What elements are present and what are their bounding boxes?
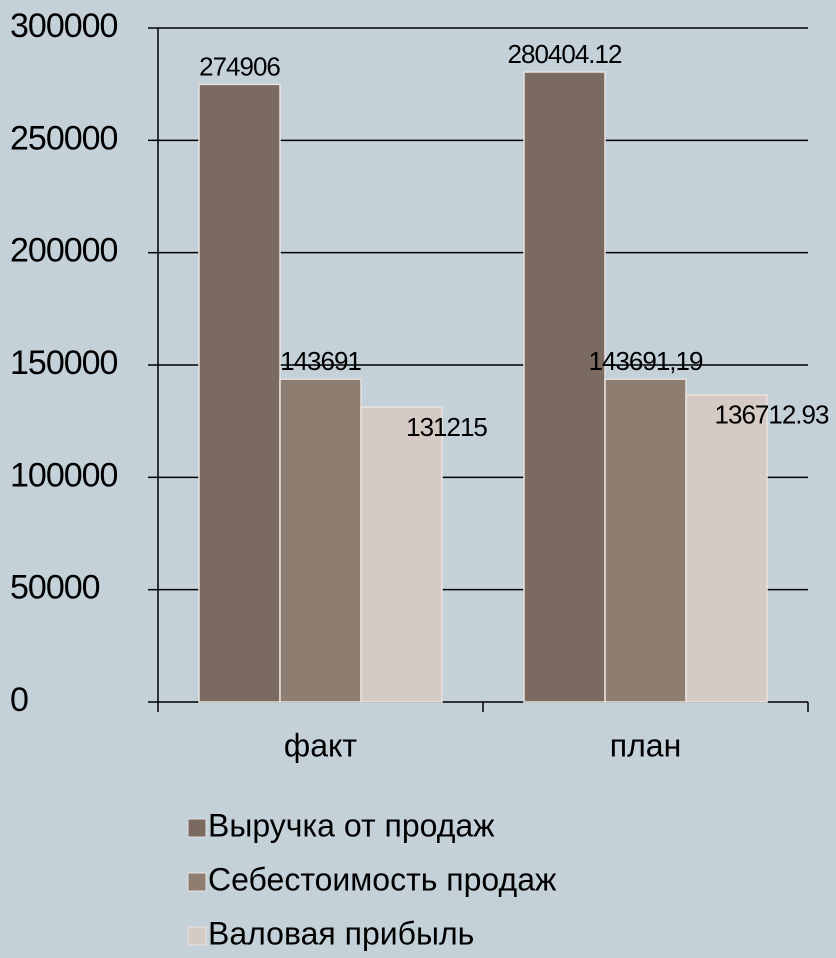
legend-swatch [187,872,207,892]
legend-swatch [187,818,207,838]
y-tick-label: 150000 [10,344,118,382]
y-tick-label: 200000 [10,232,118,270]
value-label: 274906 [199,51,280,81]
bar [523,71,606,703]
x-tick-label: план [610,727,681,763]
y-tick-label: 100000 [10,456,118,494]
y-tick-label: 250000 [10,119,118,157]
bar [198,83,281,703]
value-label: 143691 [280,346,361,376]
value-label: 136712.93 [715,400,829,430]
value-label: 131215 [406,412,487,442]
bar [604,378,687,703]
legend-label: Выручка от продаж [208,807,495,843]
legend-label: Валовая прибыль [208,915,474,951]
legend-swatch [187,926,207,946]
y-tick-label: 300000 [10,7,118,45]
bar [360,406,443,703]
y-tick-label: 50000 [10,569,100,607]
bar [685,394,768,703]
x-tick-label: факт [284,727,357,763]
value-label: 143691,19 [589,346,703,376]
value-label: 280404.12 [508,39,622,69]
y-tick-label: 0 [10,681,28,719]
legend-label: Себестоимость продаж [208,861,557,897]
bar [279,378,362,703]
